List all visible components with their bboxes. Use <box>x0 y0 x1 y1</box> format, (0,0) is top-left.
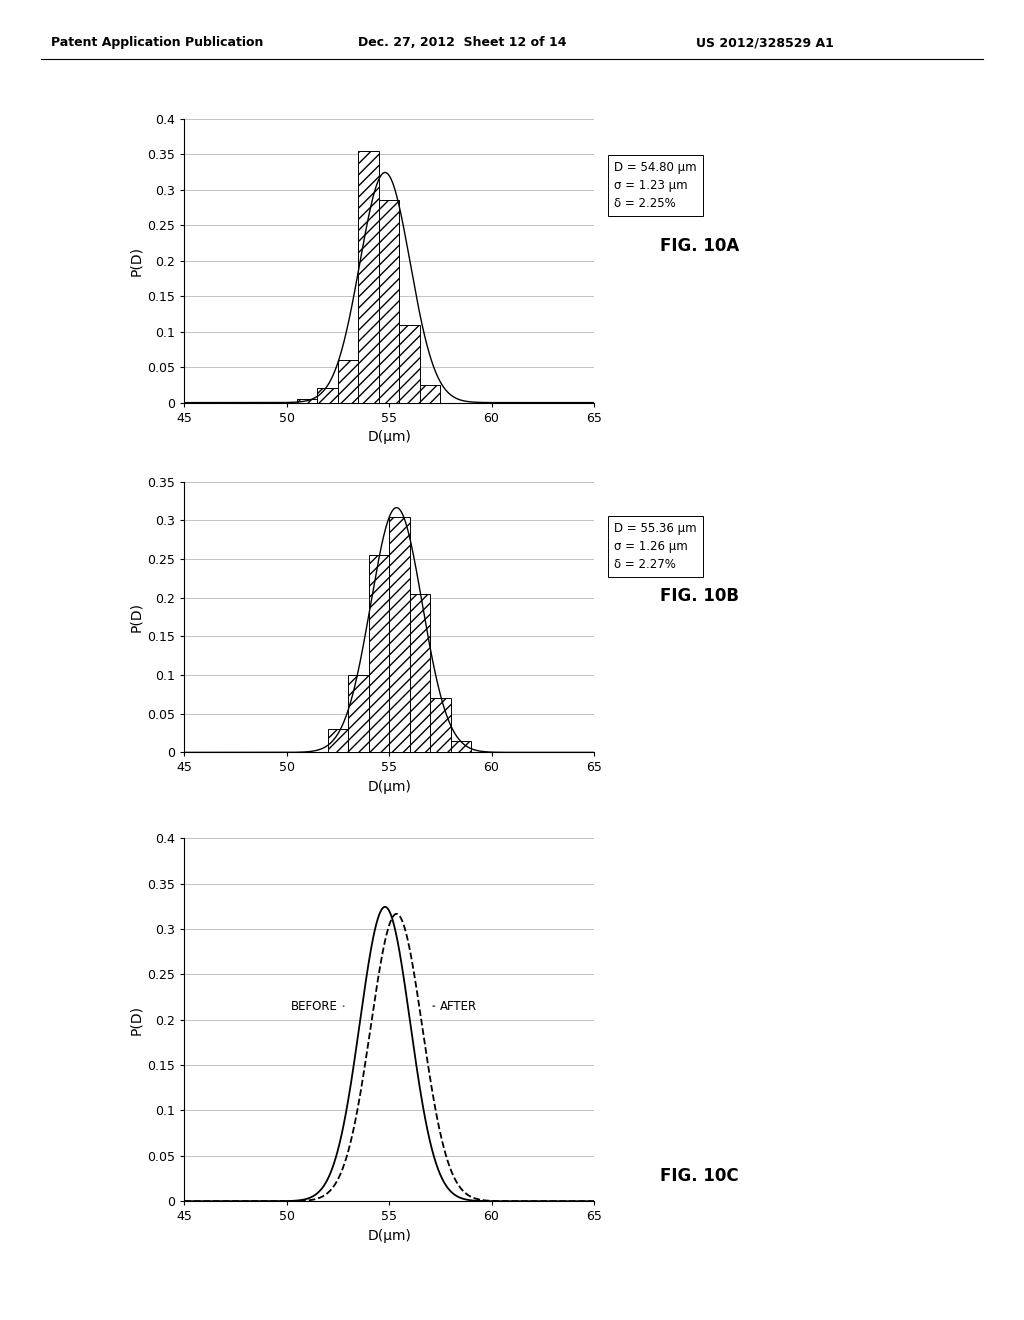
Bar <box>317 388 338 403</box>
Text: Patent Application Publication: Patent Application Publication <box>51 36 263 49</box>
Text: US 2012/328529 A1: US 2012/328529 A1 <box>696 36 835 49</box>
X-axis label: D(μm): D(μm) <box>368 430 411 445</box>
Y-axis label: P(D): P(D) <box>129 602 143 632</box>
Text: FIG. 10B: FIG. 10B <box>660 586 739 605</box>
Bar <box>379 201 399 403</box>
Bar <box>389 516 410 752</box>
Bar <box>399 325 420 403</box>
Text: Dec. 27, 2012  Sheet 12 of 14: Dec. 27, 2012 Sheet 12 of 14 <box>358 36 567 49</box>
Bar <box>410 594 430 752</box>
Text: D = 55.36 μm
σ = 1.26 μm
δ = 2.27%: D = 55.36 μm σ = 1.26 μm δ = 2.27% <box>614 523 697 572</box>
Text: FIG. 10C: FIG. 10C <box>660 1167 739 1185</box>
Bar <box>451 741 471 752</box>
Bar <box>297 399 317 403</box>
Bar <box>338 360 358 403</box>
Text: FIG. 10A: FIG. 10A <box>660 236 739 255</box>
Bar <box>420 385 440 403</box>
Bar <box>348 675 369 752</box>
Y-axis label: P(D): P(D) <box>129 246 143 276</box>
Text: AFTER: AFTER <box>433 999 477 1012</box>
X-axis label: D(μm): D(μm) <box>368 780 411 795</box>
Text: BEFORE: BEFORE <box>291 999 344 1012</box>
Bar <box>430 698 451 752</box>
Bar <box>358 150 379 403</box>
Text: D = 54.80 μm
σ = 1.23 μm
δ = 2.25%: D = 54.80 μm σ = 1.23 μm δ = 2.25% <box>614 161 697 210</box>
Bar <box>328 729 348 752</box>
Y-axis label: P(D): P(D) <box>129 1005 143 1035</box>
Bar <box>369 556 389 752</box>
X-axis label: D(μm): D(μm) <box>368 1229 411 1243</box>
